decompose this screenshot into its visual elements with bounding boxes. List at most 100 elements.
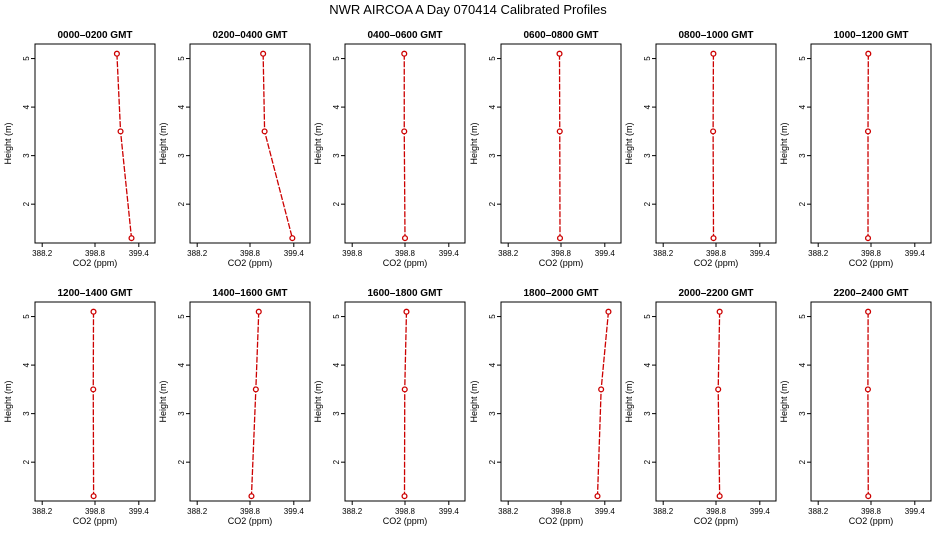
- y-tick-label: 3: [798, 153, 807, 158]
- panel-title: 0800–1000 GMT: [678, 30, 753, 41]
- y-tick-label: 3: [332, 153, 341, 158]
- y-tick-label: 3: [177, 411, 186, 416]
- x-tick-label: 399.4: [595, 507, 616, 516]
- plot-frame: [500, 43, 622, 244]
- y-tick-label: 5: [643, 56, 652, 61]
- y-tick-label: 4: [643, 104, 652, 109]
- data-point: [261, 128, 268, 135]
- x-axis-label: CO2 (ppm): [228, 258, 273, 268]
- x-tick-label: 398.8: [861, 249, 882, 258]
- y-tick-label: 3: [177, 153, 186, 158]
- data-point: [252, 386, 259, 393]
- y-axis-label: Height (m): [469, 122, 479, 164]
- y-tick-label: 5: [798, 56, 807, 61]
- x-tick-label: 388.2: [808, 507, 829, 516]
- x-tick-label: 399.4: [905, 249, 926, 258]
- x-tick-label: 388.2: [32, 507, 53, 516]
- x-tick-label: 398.8: [706, 507, 727, 516]
- y-tick-label: 4: [22, 362, 31, 367]
- y-tick-label: 3: [22, 411, 31, 416]
- y-tick-label: 5: [177, 314, 186, 319]
- y-tick-label: 4: [798, 104, 807, 109]
- data-point: [117, 128, 124, 135]
- y-tick-label: 2: [332, 459, 341, 464]
- data-point: [113, 50, 120, 57]
- profile-line: [717, 311, 721, 497]
- panel-title: 1200–1400 GMT: [57, 288, 132, 299]
- x-tick-label: 399.4: [439, 249, 460, 258]
- x-tick-label: 388.2: [342, 507, 363, 516]
- x-tick-label: 388.2: [808, 249, 829, 258]
- x-tick-label: 398.8: [240, 507, 261, 516]
- data-point: [716, 308, 723, 315]
- x-axis-label: CO2 (ppm): [849, 258, 894, 268]
- x-tick-label: 388.2: [187, 507, 208, 516]
- profile-line: [403, 53, 406, 239]
- x-axis-label: CO2 (ppm): [694, 516, 739, 526]
- profile-line: [596, 311, 610, 497]
- x-tick-label: 388.2: [498, 507, 519, 516]
- plot-frame: [189, 43, 311, 244]
- x-axis-label: CO2 (ppm): [849, 516, 894, 526]
- data-point: [594, 493, 601, 500]
- y-tick-label: 5: [22, 56, 31, 61]
- profile-panel: 1000–1200 GMT 388.2 398.8 399.4 CO2 (ppm) 2 3 4…: [779, 30, 932, 268]
- panel-title: 1400–1600 GMT: [212, 288, 287, 299]
- y-tick-label: 2: [488, 459, 497, 464]
- profile-line: [250, 311, 260, 497]
- profile-panel: 0600–0800 GMT 388.2 398.8 399.4 CO2 (ppm) 2 3 4…: [469, 30, 622, 268]
- profile-panel: 1200–1400 GMT 388.2 398.8 399.4 CO2 (ppm) 2 3 4…: [3, 288, 156, 526]
- plot-frame: [655, 301, 777, 502]
- y-tick-label: 4: [488, 362, 497, 367]
- x-axis-label: CO2 (ppm): [228, 516, 273, 526]
- y-tick-label: 4: [332, 104, 341, 109]
- y-tick-label: 2: [798, 201, 807, 206]
- data-point: [556, 50, 563, 57]
- y-tick-label: 2: [22, 459, 31, 464]
- plot-frame: [189, 301, 311, 502]
- data-point: [248, 493, 255, 500]
- x-tick-label: 398.8: [395, 249, 416, 258]
- data-point: [864, 128, 872, 135]
- x-tick-label: 398.8: [85, 507, 106, 516]
- y-tick-label: 5: [488, 314, 497, 319]
- x-tick-label: 399.4: [284, 249, 305, 258]
- data-point: [864, 386, 871, 393]
- x-axis-label: CO2 (ppm): [539, 258, 584, 268]
- profile-panel: 0400–0600 GMT 398.8 398.8 399.4 CO2 (ppm) 2 3 4…: [313, 30, 466, 268]
- y-tick-label: 2: [798, 459, 807, 464]
- data-point: [401, 50, 408, 57]
- data-point: [598, 386, 605, 393]
- y-axis-label: Height (m): [158, 122, 168, 164]
- y-tick-label: 3: [488, 411, 497, 416]
- x-tick-label: 398.8: [342, 249, 363, 258]
- figure-title: NWR AIRCOA A Day 070414 Calibrated Profi…: [329, 2, 607, 17]
- y-tick-label: 4: [488, 104, 497, 109]
- y-tick-label: 3: [332, 411, 341, 416]
- plot-frame: [810, 43, 932, 244]
- data-point: [401, 235, 409, 242]
- y-tick-label: 5: [22, 314, 31, 319]
- y-tick-label: 4: [177, 362, 186, 367]
- data-point: [260, 50, 267, 57]
- y-tick-label: 2: [643, 459, 652, 464]
- plot-frame: [655, 43, 777, 244]
- x-tick-label: 388.2: [32, 249, 53, 258]
- x-axis-label: CO2 (ppm): [73, 516, 118, 526]
- x-tick-label: 398.8: [551, 507, 572, 516]
- profile-line: [403, 311, 408, 497]
- x-tick-label: 399.4: [284, 507, 305, 516]
- y-tick-label: 4: [22, 104, 31, 109]
- y-axis-label: Height (m): [158, 380, 168, 422]
- y-axis-label: Height (m): [3, 380, 13, 422]
- data-point: [90, 386, 97, 393]
- x-tick-label: 399.4: [129, 249, 150, 258]
- profile-line: [116, 53, 133, 239]
- panel-title: 0600–0800 GMT: [523, 30, 598, 41]
- y-axis-label: Height (m): [624, 380, 634, 422]
- data-point: [710, 50, 717, 57]
- panel-title: 1800–2000 GMT: [523, 288, 598, 299]
- y-axis-label: Height (m): [779, 380, 789, 422]
- x-tick-label: 399.4: [905, 507, 926, 516]
- y-tick-label: 2: [488, 201, 497, 206]
